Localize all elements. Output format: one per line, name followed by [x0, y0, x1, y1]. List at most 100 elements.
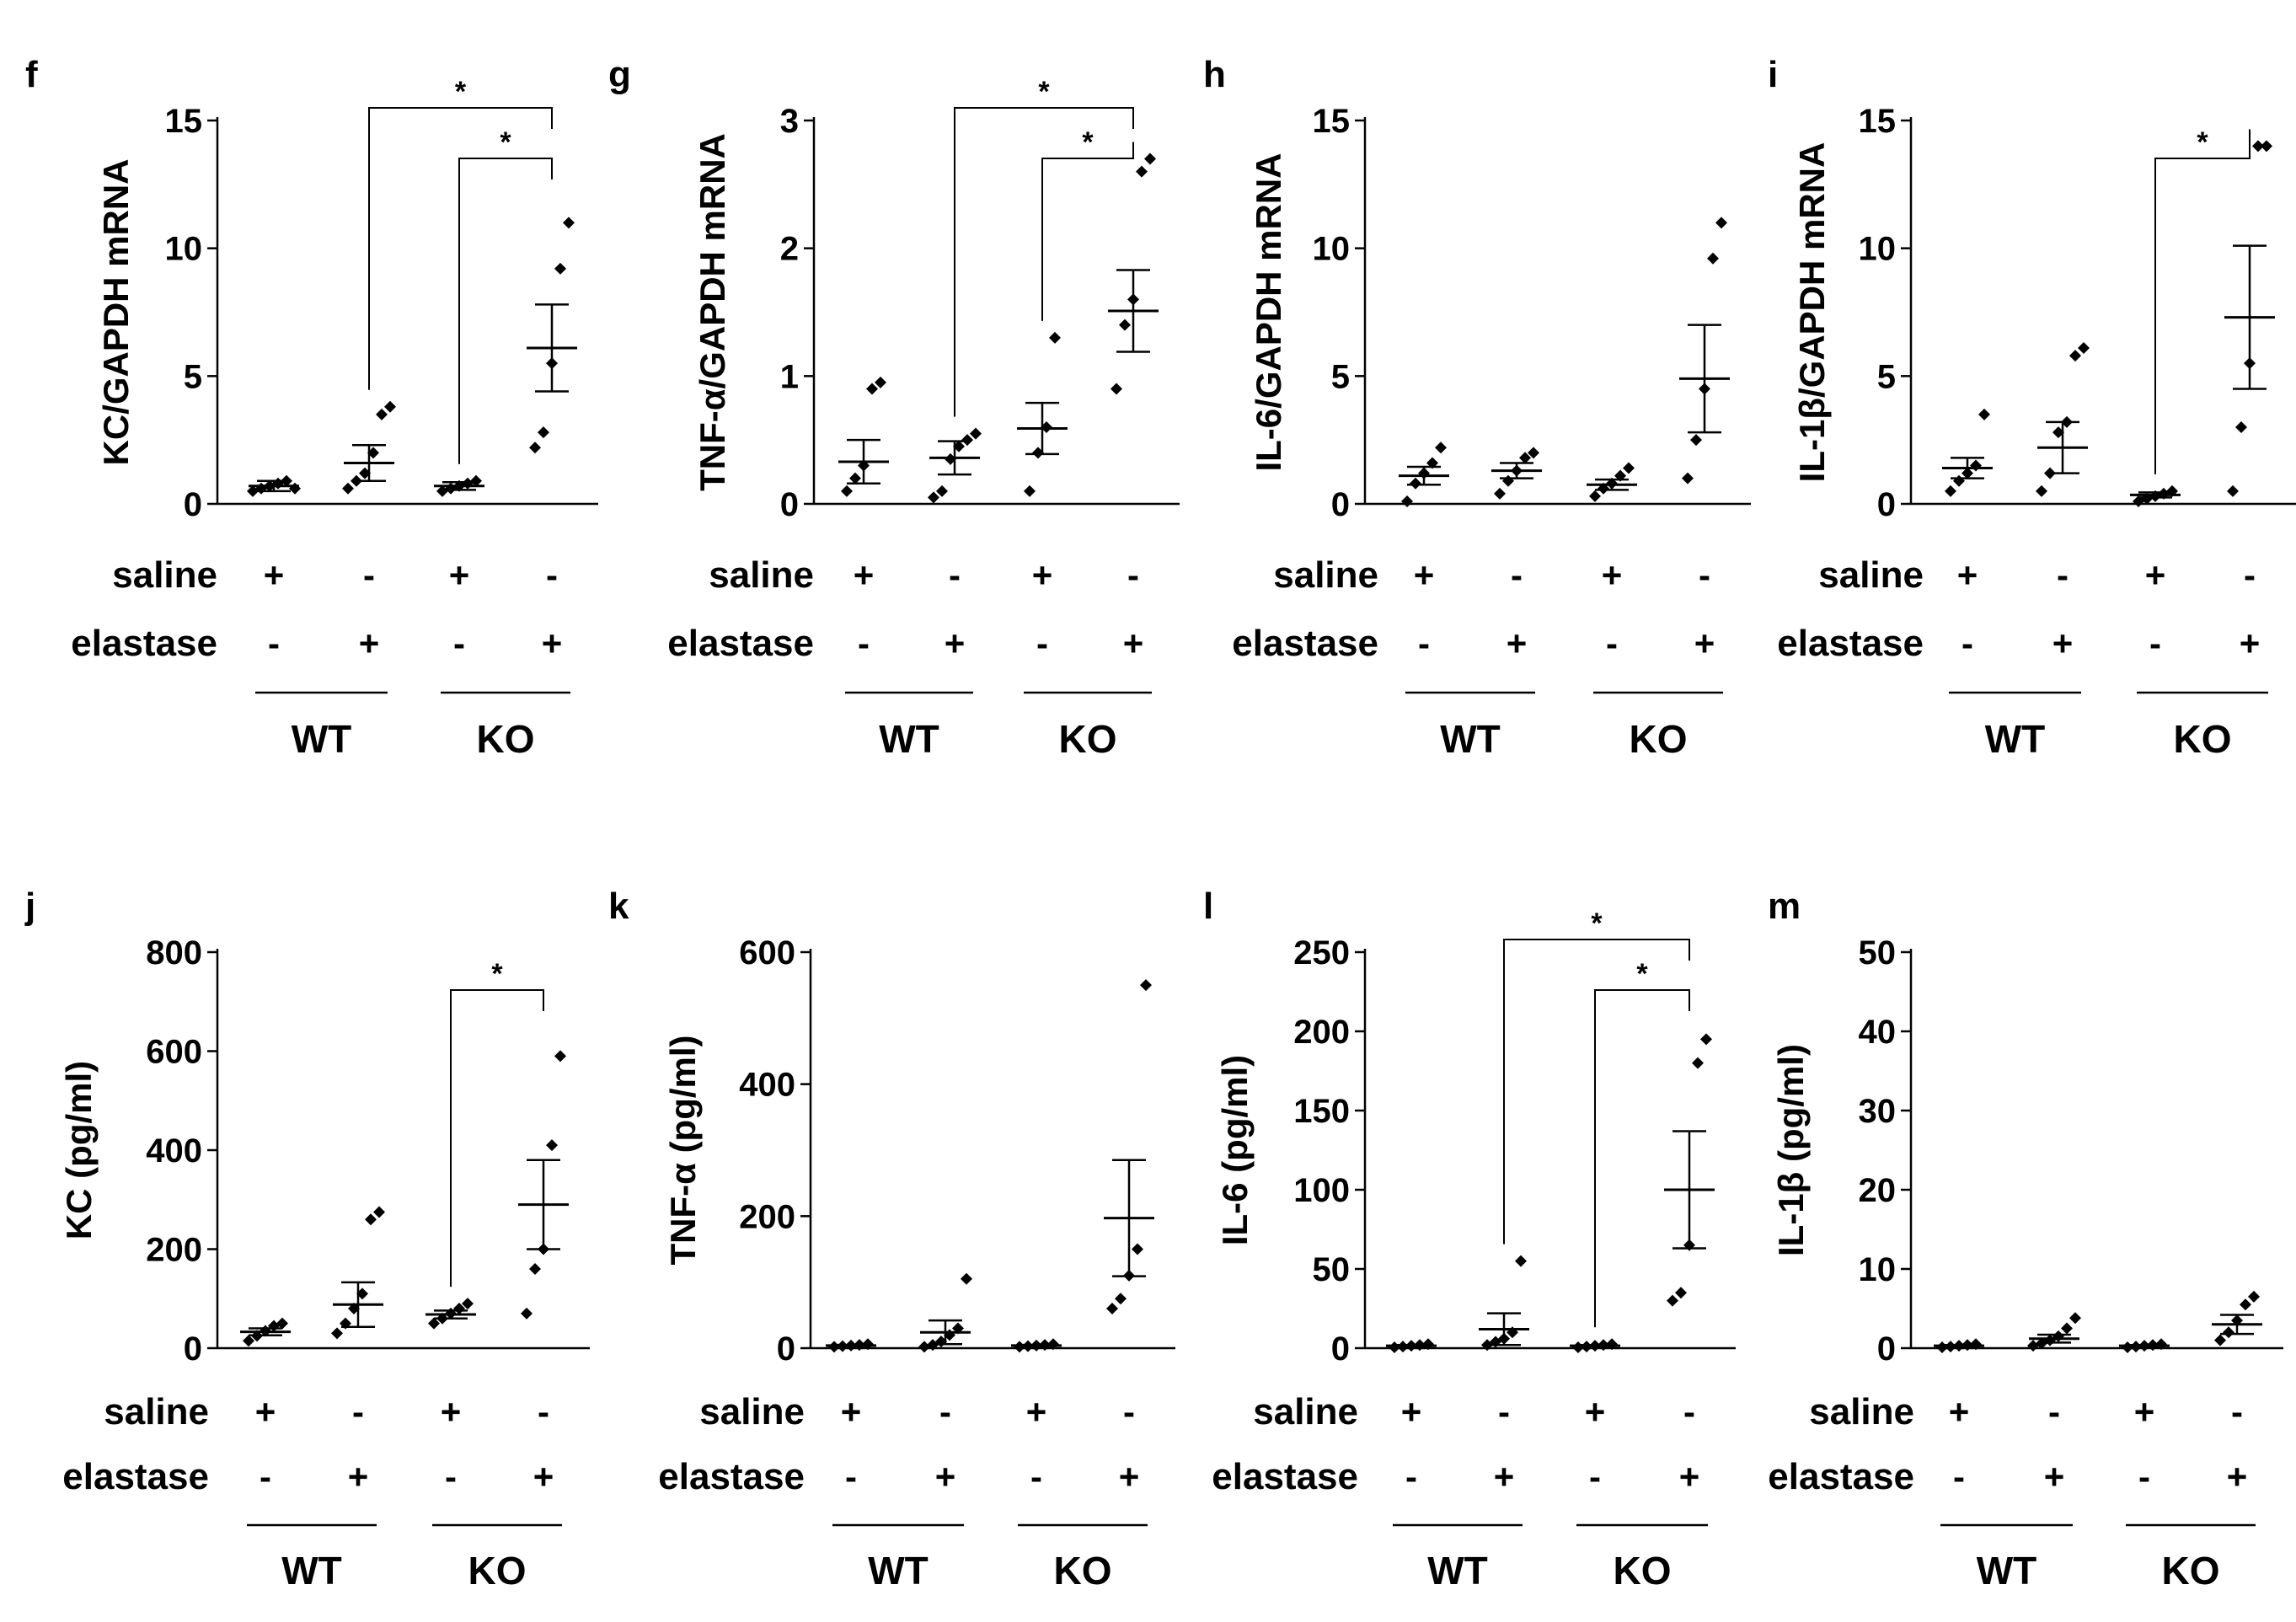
data-point-marker: [1106, 1303, 1118, 1314]
saline-sign: -: [949, 555, 961, 595]
saline-sign: +: [1585, 1392, 1606, 1432]
data-point-marker: [365, 1213, 377, 1226]
data-point-marker: [2227, 484, 2239, 497]
data-point-marker: [1515, 1255, 1527, 1267]
elastase-sign: -: [2149, 624, 2161, 663]
data-point-marker: [1978, 408, 1990, 420]
data-point-marker: [2036, 484, 2047, 497]
significance-star: *: [491, 958, 503, 990]
data-point-marker: [331, 1327, 343, 1340]
data-point-marker: [1945, 484, 1956, 497]
y-axis-label: IL-1β/GAPDH mRNA: [1792, 142, 1832, 483]
y-tick-label: 5: [1877, 358, 1896, 395]
group-label-ko: KO: [1054, 1549, 1112, 1593]
saline-sign: +: [264, 555, 285, 595]
data-point-marker: [1132, 1243, 1143, 1255]
saline-sign: +: [841, 1392, 862, 1432]
elastase-sign: -: [1589, 1457, 1601, 1496]
elastase-sign: +: [2240, 624, 2261, 663]
significance-bracket: [458, 158, 553, 464]
saline-sign: +: [1949, 1392, 1970, 1432]
data-point-marker: [1675, 1287, 1687, 1299]
saline-sign: -: [1127, 555, 1139, 595]
data-point-marker: [1970, 459, 1982, 472]
data-point-marker: [1589, 490, 1601, 502]
saline-sign: -: [352, 1392, 364, 1432]
data-point-marker: [289, 482, 301, 495]
data-point-marker: [1144, 153, 1156, 165]
y-tick-label: 30: [1859, 1093, 1897, 1130]
y-tick-label: 0: [1877, 1330, 1896, 1368]
row-label-saline: saline: [1273, 554, 1378, 596]
chart-panel-m: m 0 10 20 30 40 50 IL-1β (pg/ml) saline elastase +…: [1768, 886, 2283, 1593]
data-point-marker: [1410, 477, 1421, 490]
data-point-marker: [376, 408, 388, 420]
y-tick-label: 15: [1859, 103, 1897, 140]
row-label-elastase: elastase: [667, 623, 814, 664]
y-tick-label: 3: [780, 103, 799, 140]
y-tick-label: 200: [739, 1198, 795, 1235]
elastase-sign: -: [1036, 624, 1048, 663]
data-point-marker: [373, 1206, 385, 1218]
data-point-marker: [1111, 383, 1122, 395]
saline-sign: -: [2231, 1392, 2243, 1432]
y-tick-label: 200: [1293, 1014, 1350, 1051]
significance-star: *: [2197, 126, 2208, 158]
saline-sign: +: [1414, 555, 1435, 595]
data-point-marker: [2069, 350, 2081, 362]
y-tick-label: 2: [780, 231, 799, 268]
y-tick-label: 15: [165, 103, 203, 140]
y-tick-label: 10: [1859, 1251, 1897, 1288]
data-point-marker: [243, 1335, 254, 1347]
elastase-sign: -: [1030, 1457, 1042, 1496]
saline-sign: +: [1602, 555, 1623, 595]
panel-letter: l: [1203, 886, 1213, 927]
saline-sign: -: [1699, 555, 1710, 595]
saline-sign: -: [939, 1392, 951, 1432]
data-point-marker: [2248, 1290, 2260, 1303]
significance-star: *: [500, 126, 511, 158]
data-point-marker: [1024, 484, 1036, 497]
data-point-marker: [1136, 165, 1148, 178]
y-tick-label: 200: [146, 1232, 202, 1269]
elastase-sign: -: [1405, 1457, 1417, 1496]
chart-panel-l: l 0 50 100 150 200 250 IL-6 (pg/ml) * * saline elas…: [1203, 886, 1736, 1593]
y-tick-label: 250: [1293, 934, 1350, 972]
y-axis-label: KC (pg/ml): [59, 1061, 99, 1239]
row-label-saline: saline: [112, 554, 217, 596]
y-axis-label: IL-1β (pg/ml): [1771, 1044, 1811, 1256]
group-label-ko: KO: [1614, 1549, 1672, 1593]
elastase-sign: -: [268, 624, 280, 663]
data-point-marker: [849, 472, 861, 484]
chart-panel-i: i 0 5 10 15 IL-1β/GAPDH mRNA * saline elastase + -…: [1768, 54, 2296, 761]
panel-letter: g: [608, 54, 631, 95]
group-label-ko: KO: [2162, 1549, 2220, 1593]
group-label-ko: KO: [477, 717, 535, 761]
y-tick-label: 0: [184, 1330, 202, 1368]
data-point-marker: [945, 452, 956, 465]
elastase-sign: -: [858, 624, 870, 663]
y-tick-label: 10: [1313, 231, 1351, 268]
significance-bracket: [1503, 939, 1690, 1245]
y-tick-label: 20: [1859, 1172, 1897, 1209]
data-point-marker: [2261, 140, 2272, 153]
elastase-sign: +: [935, 1457, 956, 1496]
data-point-marker: [428, 1317, 440, 1330]
row-label-saline: saline: [104, 1391, 209, 1432]
chart-panel-g: g 0 1 2 3 TNF-α/GAPDH mRNA * * saline elastase + - -…: [608, 54, 1180, 761]
data-point-marker: [1667, 1294, 1678, 1307]
group-label-ko: KO: [1059, 717, 1117, 761]
significance-star: *: [455, 76, 467, 108]
elastase-sign: +: [1119, 1457, 1140, 1496]
data-point-marker: [1041, 421, 1052, 433]
elastase-sign: +: [2044, 1457, 2065, 1496]
data-point-marker: [2240, 1298, 2251, 1311]
elastase-sign: +: [533, 1457, 554, 1496]
y-tick-label: 1: [780, 358, 799, 395]
elastase-sign: -: [845, 1457, 857, 1496]
panel-letter: i: [1768, 54, 1778, 95]
y-tick-label: 50: [1859, 934, 1897, 972]
y-tick-label: 400: [739, 1067, 795, 1104]
panel-letter: f: [25, 54, 38, 95]
